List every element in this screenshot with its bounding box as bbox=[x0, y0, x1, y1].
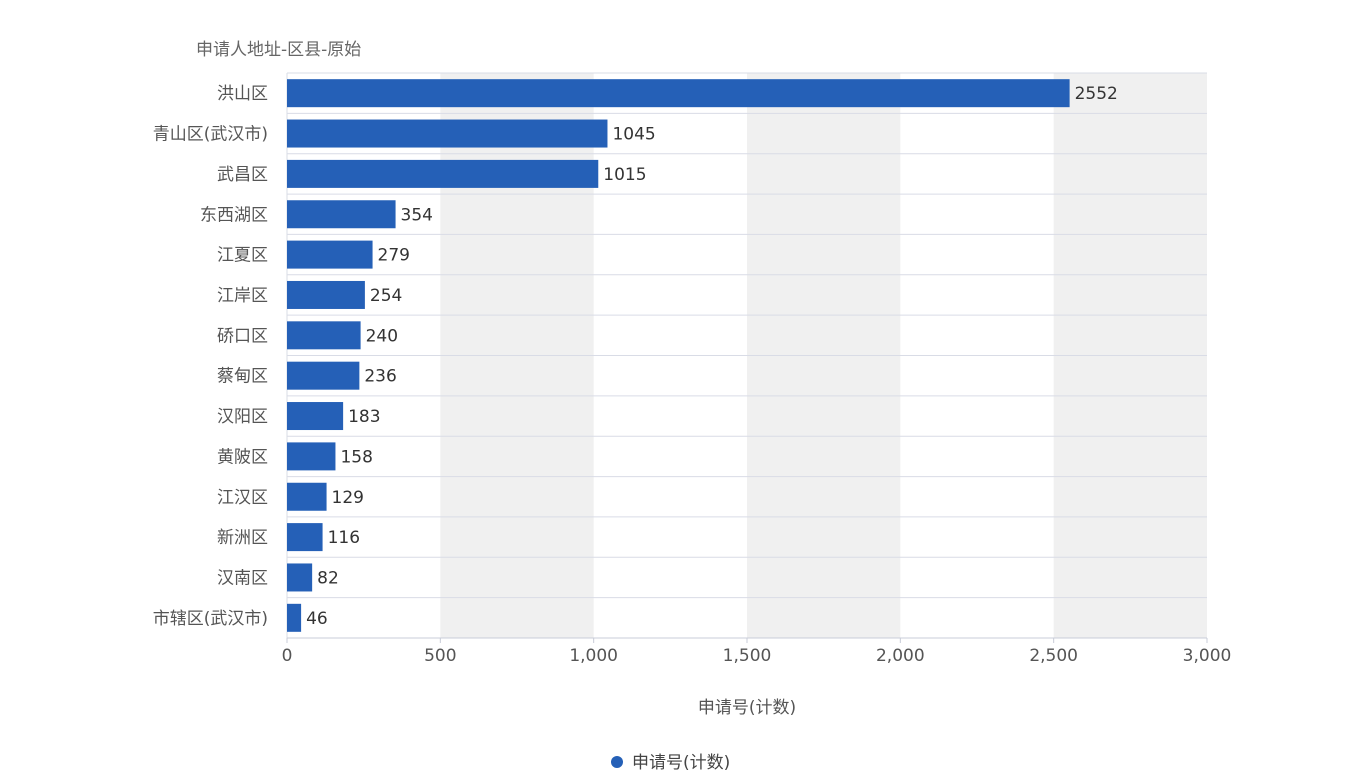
data-label: 279 bbox=[378, 246, 410, 266]
data-label: 116 bbox=[328, 528, 360, 548]
bar[interactable] bbox=[287, 281, 365, 309]
data-label: 46 bbox=[306, 609, 328, 629]
category-label: 江岸区 bbox=[217, 286, 268, 306]
data-label: 129 bbox=[332, 488, 364, 508]
category-label: 江夏区 bbox=[217, 246, 268, 266]
x-tick-label: 0 bbox=[282, 646, 293, 666]
category-label: 武昌区 bbox=[217, 165, 268, 185]
bar[interactable] bbox=[287, 160, 598, 188]
data-label: 354 bbox=[401, 205, 433, 225]
bar[interactable] bbox=[287, 442, 335, 470]
x-tick-label: 2,000 bbox=[876, 646, 925, 666]
data-label: 1015 bbox=[603, 165, 646, 185]
data-label: 1045 bbox=[612, 125, 655, 145]
x-tick-label: 500 bbox=[424, 646, 456, 666]
bar[interactable] bbox=[287, 200, 396, 228]
bar[interactable] bbox=[287, 604, 301, 632]
x-axis-title: 申请号(计数) bbox=[698, 698, 796, 718]
category-label: 新洲区 bbox=[217, 528, 268, 548]
bar[interactable] bbox=[287, 563, 312, 591]
category-labels: 洪山区青山区(武汉市) 武昌区东西湖区江夏区江岸区硚口区蔡甸区汉阳区黄陂区江汉区新… bbox=[153, 84, 268, 629]
category-label: 硚口区 bbox=[217, 326, 268, 346]
bar[interactable] bbox=[287, 402, 343, 430]
category-label: 江汉区 bbox=[217, 488, 268, 508]
bar[interactable] bbox=[287, 79, 1070, 107]
category-label: 青山区(武汉市) bbox=[153, 125, 268, 145]
category-label: 洪山区 bbox=[217, 84, 268, 104]
bar[interactable] bbox=[287, 241, 373, 269]
data-label: 82 bbox=[317, 568, 339, 588]
x-tick-label: 3,000 bbox=[1183, 646, 1232, 666]
x-tick-labels: 0 500 1,000 1,500 2,000 2,500 3,000 bbox=[282, 638, 1232, 666]
legend-label: 申请号(计数) bbox=[632, 753, 730, 773]
category-label: 黄陂区 bbox=[217, 447, 268, 467]
data-label: 158 bbox=[340, 447, 372, 467]
y-axis-title: 申请人地址-区县-原始 bbox=[196, 40, 361, 60]
legend-marker bbox=[611, 756, 623, 768]
category-label: 蔡甸区 bbox=[217, 367, 268, 387]
data-label: 2552 bbox=[1075, 84, 1118, 104]
x-tick-label: 2,500 bbox=[1029, 646, 1078, 666]
bar[interactable] bbox=[287, 321, 361, 349]
x-tick-label: 1,500 bbox=[723, 646, 772, 666]
legend[interactable]: 申请号(计数) bbox=[611, 753, 730, 773]
bar[interactable] bbox=[287, 483, 327, 511]
category-label: 市辖区(武汉市) bbox=[153, 609, 268, 629]
x-tick-label: 1,000 bbox=[569, 646, 618, 666]
bar[interactable] bbox=[287, 120, 607, 148]
category-label: 汉南区 bbox=[217, 568, 268, 588]
data-label: 183 bbox=[348, 407, 380, 427]
bar[interactable] bbox=[287, 523, 323, 551]
bar[interactable] bbox=[287, 362, 359, 390]
data-label: 254 bbox=[370, 286, 402, 306]
category-label: 东西湖区 bbox=[200, 205, 268, 225]
data-label: 240 bbox=[366, 326, 398, 346]
data-label: 236 bbox=[364, 367, 396, 387]
category-label: 汉阳区 bbox=[217, 407, 268, 427]
